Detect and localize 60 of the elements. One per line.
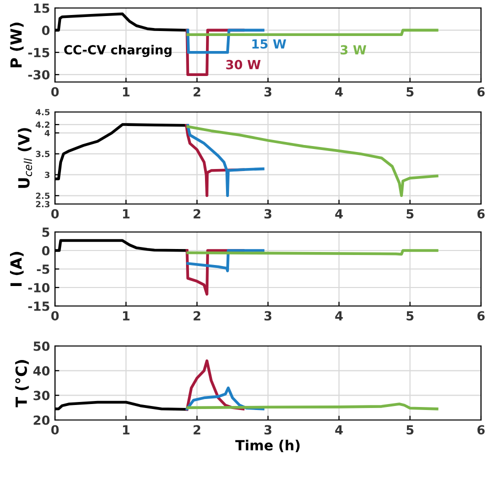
line-series (186, 125, 438, 198)
x-tick-label: 5 (406, 87, 414, 97)
x-tick-label: 3 (264, 311, 272, 321)
y-tick-label: 0 (42, 246, 50, 256)
x-tick-label: 6 (477, 209, 485, 219)
y-tick-label: 4.5 (36, 109, 50, 116)
y-axis-title: P (W) (10, 22, 24, 68)
x-tick-label: 5 (406, 311, 414, 321)
y-tick-label: 40 (33, 366, 50, 376)
y-tick-label: 15 (34, 4, 50, 13)
y-tick-label: 0 (42, 26, 50, 36)
x-tick-label: 1 (123, 209, 130, 218)
y-tick-label: -15 (28, 302, 50, 311)
x-tick-label: 5 (406, 209, 414, 219)
y-tick-label: 3 (44, 172, 50, 178)
x-tick-label: 3 (264, 87, 272, 97)
x-tick-label: 2 (194, 311, 200, 320)
y-tick-label: 20 (34, 415, 50, 425)
series-label: 15 W (252, 39, 286, 49)
x-tick-label: 6 (477, 87, 485, 97)
y-tick-label: 3.5 (36, 150, 50, 158)
y-axis-title: U$_{cell}$ (V) (18, 128, 32, 188)
x-tick-label: 3 (264, 425, 272, 435)
x-tick-label: 4 (335, 209, 343, 218)
x-tick-label: 6 (477, 311, 485, 321)
y-tick-label: 5 (42, 228, 50, 237)
x-tick-label: 0 (51, 425, 59, 435)
y-tick-label: 2.5 (36, 192, 50, 199)
x-tick-label: 2 (194, 209, 200, 218)
y-tick-label: 4.2 (36, 122, 50, 128)
series-label: 3 W (340, 45, 366, 55)
y-tick-label: -10 (28, 282, 50, 292)
x-tick-label: 6 (477, 425, 485, 435)
line-series (186, 249, 264, 272)
x-tick-label: 1 (123, 425, 130, 434)
x-tick-label: 4 (335, 425, 343, 434)
x-tick-label: 0 (51, 311, 59, 321)
y-tick-label: 4 (44, 130, 50, 136)
y-tick-label: 30 (34, 390, 50, 400)
series-label: 30 W (226, 60, 261, 70)
x-tick-label: 5 (406, 425, 414, 435)
x-tick-label: 1 (123, 87, 130, 96)
x-tick-label: 3 (264, 209, 272, 219)
x-tick-label: 2 (194, 87, 200, 96)
x-tick-label: 0 (51, 209, 59, 219)
y-tick-label: -15 (28, 48, 50, 58)
y-tick-label: 2.3 (36, 200, 50, 208)
y-tick-label: -5 (36, 264, 50, 274)
x-tick-label: 0 (51, 87, 59, 97)
y-tick-label: -30 (28, 70, 50, 80)
y-axis-title: T (°C) (15, 360, 29, 408)
y-axis-title: I (A) (10, 252, 24, 286)
x-tick-label: 4 (335, 87, 343, 96)
x-tick-label: 2 (194, 425, 200, 434)
x-axis-title: Time (h) (235, 440, 300, 452)
line-series (186, 124, 264, 198)
series-label: CC-CV charging (64, 44, 172, 58)
x-tick-label: 4 (335, 311, 343, 320)
x-tick-label: 1 (123, 311, 130, 320)
y-tick-label: 50 (34, 341, 50, 351)
